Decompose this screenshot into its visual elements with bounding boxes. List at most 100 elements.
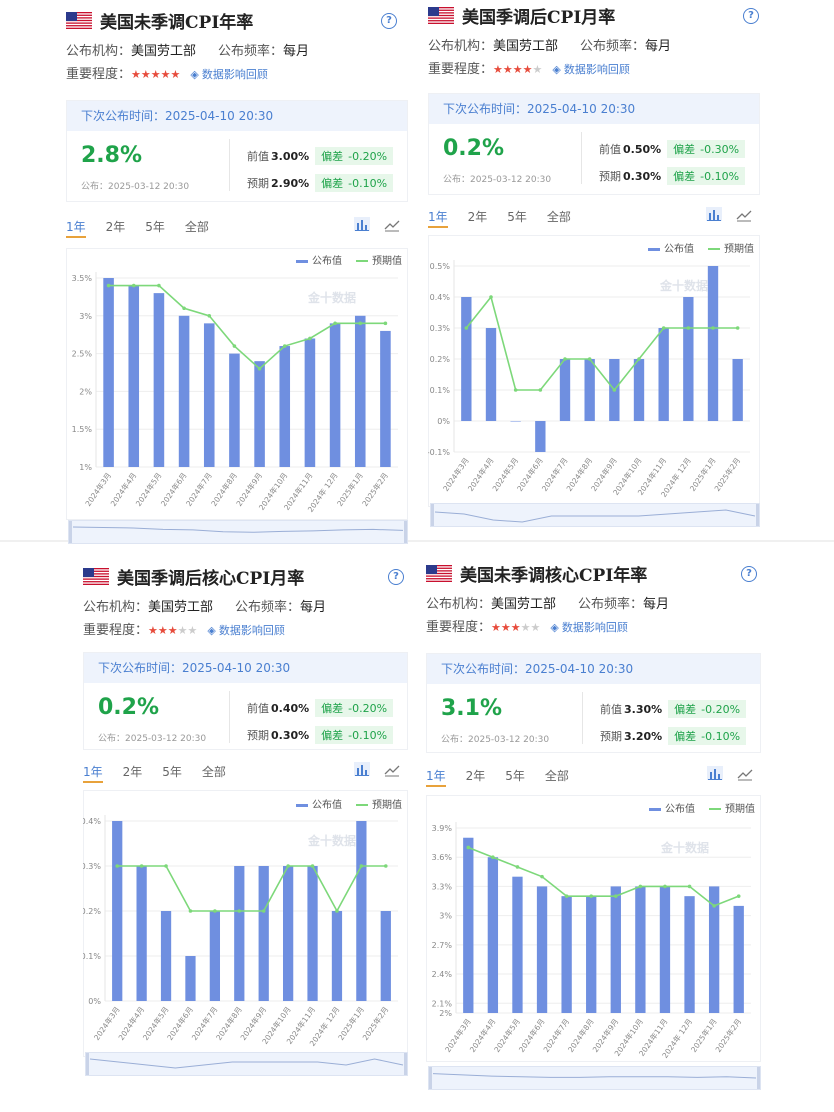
publish-time: 公布：2025-03-12 20:30 <box>98 731 206 744</box>
deviation-label: 偏差 <box>321 150 344 163</box>
bar-actual <box>487 857 499 1013</box>
data-impact-link[interactable]: ◈ 数据影响回顾 <box>552 63 629 76</box>
bar-actual <box>463 837 474 1013</box>
bar-chart-toggle-icon[interactable] <box>354 217 370 231</box>
bar-chart-toggle-icon[interactable] <box>707 766 723 780</box>
data-impact-link-label: 数据影响回顾 <box>563 63 630 76</box>
tab-5y[interactable]: 5年 <box>507 210 527 224</box>
help-icon[interactable]: ? <box>743 8 759 24</box>
tab-all[interactable]: 全部 <box>544 769 569 783</box>
chart-legend: 公布值 预期值 <box>296 796 402 811</box>
bar-actual <box>658 328 669 421</box>
data-impact-link[interactable]: ◈ 数据影响回顾 <box>190 68 267 81</box>
bar-actual <box>708 886 720 1013</box>
chart-container <box>66 248 408 520</box>
deviation-label: 偏差 <box>673 143 696 156</box>
bar-chart-toggle-icon[interactable] <box>354 762 370 776</box>
bar-actual <box>586 896 597 1013</box>
tab-1y[interactable]: 1年 <box>83 765 103 783</box>
deviation-label: 偏差 <box>674 730 697 743</box>
navigator-sparkline <box>69 521 407 543</box>
tab-2y[interactable]: 2年 <box>105 220 126 234</box>
range-navigator[interactable] <box>68 520 408 544</box>
bar-actual <box>229 353 240 467</box>
tab-2y[interactable]: 2年 <box>465 769 486 783</box>
importance-stars: ★★★★★ <box>493 63 542 76</box>
bar-chart-toggle-icon[interactable] <box>706 207 722 221</box>
legend-line-swatch <box>356 260 368 262</box>
range-navigator[interactable] <box>85 1052 408 1076</box>
help-icon[interactable]: ? <box>381 13 397 29</box>
bar-actual <box>112 821 123 1001</box>
tab-2y[interactable]: 2年 <box>467 210 488 224</box>
next-release-label: 下次公布时间： <box>441 662 526 676</box>
line-chart-toggle-icon[interactable] <box>384 762 400 777</box>
forecast-point <box>712 904 716 908</box>
release-card: 下次公布时间：2025-04-10 20:30 2.8% 公布：2025-03-12… <box>66 100 408 202</box>
tab-all[interactable]: 全部 <box>184 220 209 234</box>
tab-1y[interactable]: 1年 <box>426 769 446 787</box>
deviation-value: -0.10% <box>348 177 388 190</box>
tab-2y[interactable]: 2年 <box>122 765 143 779</box>
forecast-point <box>540 874 544 879</box>
chart-svg: 3.9%3.6%3.3%3%2.7%2.4%2.1%2%金十数据2024年3月2… <box>432 822 751 1060</box>
tab-5y[interactable]: 5年 <box>162 765 182 779</box>
range-navigator[interactable] <box>428 1066 761 1090</box>
line-chart-toggle-icon[interactable] <box>736 207 752 222</box>
deviation-label: 偏差 <box>321 729 344 742</box>
star-icon: ★ <box>512 63 523 76</box>
bar-actual <box>633 359 645 421</box>
bar-actual <box>512 876 523 1013</box>
star-icon: ★ <box>160 68 171 81</box>
bar-actual <box>584 359 595 421</box>
legend-bar-label: 公布值 <box>665 804 695 815</box>
data-impact-link[interactable]: ◈ 数据影响回顾 <box>550 621 627 634</box>
tab-1y[interactable]: 1年 <box>66 220 86 238</box>
y-tick-label: 0.5% <box>430 262 451 271</box>
data-impact-link[interactable]: ◈ 数据影响回顾 <box>207 624 284 637</box>
line-chart-toggle-icon[interactable] <box>384 217 400 232</box>
y-tick-label: 0.3% <box>83 862 101 871</box>
next-release-bar: 下次公布时间：2025-04-10 20:30 <box>429 94 759 124</box>
data-impact-link-label: 数据影响回顾 <box>201 68 268 81</box>
forecast-point <box>237 909 242 913</box>
tab-5y[interactable]: 5年 <box>145 220 165 234</box>
deviation-value: -0.20% <box>701 703 741 716</box>
forecast-point <box>464 326 469 330</box>
help-icon[interactable]: ? <box>388 569 404 585</box>
y-tick-label: 2.1% <box>432 999 453 1008</box>
bar-actual <box>307 866 318 1001</box>
previous-value: 0.50% <box>623 143 662 156</box>
indicator-title: 美国季调后CPI月率 <box>462 8 616 28</box>
release-card: 下次公布时间：2025-04-10 20:30 0.2% 公布：2025-03-12… <box>428 93 760 195</box>
frequency-label: 公布频率： <box>580 39 646 54</box>
publish-time: 公布：2025-03-12 20:30 <box>441 732 549 745</box>
line-chart-toggle-icon[interactable] <box>737 766 753 781</box>
importance-stars: ★★★★★ <box>131 68 180 81</box>
navigator-sparkline <box>86 1053 407 1075</box>
tab-1y[interactable]: 1年 <box>428 210 448 228</box>
range-navigator[interactable] <box>430 503 760 527</box>
help-icon[interactable]: ? <box>741 566 757 582</box>
bar-actual <box>258 866 269 1001</box>
publish-info-row: 公布机构：美国劳工部 公布频率：每月 <box>428 35 671 54</box>
y-tick-label: -0.1% <box>428 448 450 457</box>
legend-line-label: 预期值 <box>725 804 755 815</box>
tab-all[interactable]: 全部 <box>546 210 571 224</box>
bar-actual <box>331 911 343 1001</box>
forecast-label: 预期 <box>599 170 621 183</box>
forecast-line <box>117 865 386 913</box>
deviation-value: -0.10% <box>701 730 741 743</box>
bar-actual <box>304 338 316 467</box>
forecast-point <box>213 909 217 913</box>
tab-5y[interactable]: 5年 <box>505 769 525 783</box>
forecast-point <box>687 884 692 889</box>
forecast-point <box>563 357 567 361</box>
forecast-point <box>564 894 569 898</box>
bar-actual <box>684 896 695 1013</box>
y-tick-label: 0.3% <box>430 324 451 333</box>
tab-all[interactable]: 全部 <box>201 765 226 779</box>
chart-legend: 公布值 预期值 <box>296 252 402 267</box>
deviation-badge: 偏差 -0.20% <box>315 699 394 717</box>
legend-line-swatch <box>709 808 721 810</box>
